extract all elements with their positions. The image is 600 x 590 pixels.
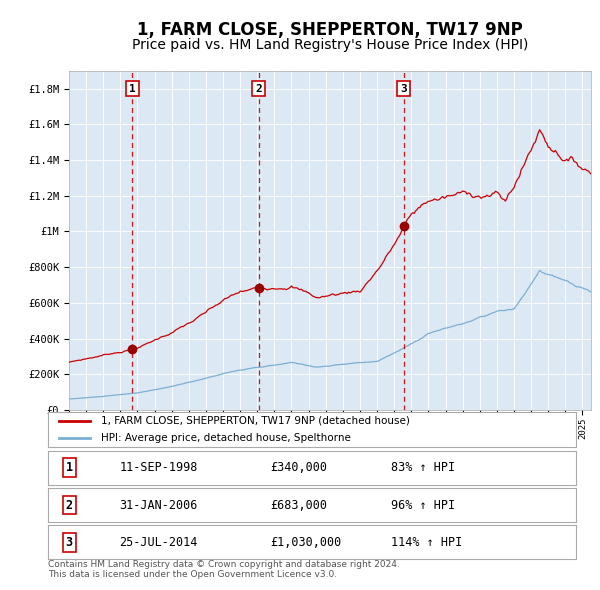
Text: 114% ↑ HPI: 114% ↑ HPI: [391, 536, 463, 549]
Text: 83% ↑ HPI: 83% ↑ HPI: [391, 461, 455, 474]
Text: 1: 1: [129, 84, 136, 94]
Text: £683,000: £683,000: [270, 499, 327, 512]
Text: 3: 3: [65, 536, 73, 549]
Text: 96% ↑ HPI: 96% ↑ HPI: [391, 499, 455, 512]
Text: 1, FARM CLOSE, SHEPPERTON, TW17 9NP (detached house): 1, FARM CLOSE, SHEPPERTON, TW17 9NP (det…: [101, 416, 410, 425]
Text: 11-SEP-1998: 11-SEP-1998: [119, 461, 197, 474]
Text: 1: 1: [65, 461, 73, 474]
Text: 2: 2: [65, 499, 73, 512]
Text: Contains HM Land Registry data © Crown copyright and database right 2024.
This d: Contains HM Land Registry data © Crown c…: [48, 560, 400, 579]
Text: 25-JUL-2014: 25-JUL-2014: [119, 536, 197, 549]
Text: £1,030,000: £1,030,000: [270, 536, 341, 549]
Text: HPI: Average price, detached house, Spelthorne: HPI: Average price, detached house, Spel…: [101, 434, 350, 443]
Text: Price paid vs. HM Land Registry's House Price Index (HPI): Price paid vs. HM Land Registry's House …: [132, 38, 528, 53]
Text: 1, FARM CLOSE, SHEPPERTON, TW17 9NP: 1, FARM CLOSE, SHEPPERTON, TW17 9NP: [137, 21, 523, 38]
Text: 31-JAN-2006: 31-JAN-2006: [119, 499, 197, 512]
Text: 2: 2: [255, 84, 262, 94]
Text: £340,000: £340,000: [270, 461, 327, 474]
Text: 3: 3: [400, 84, 407, 94]
